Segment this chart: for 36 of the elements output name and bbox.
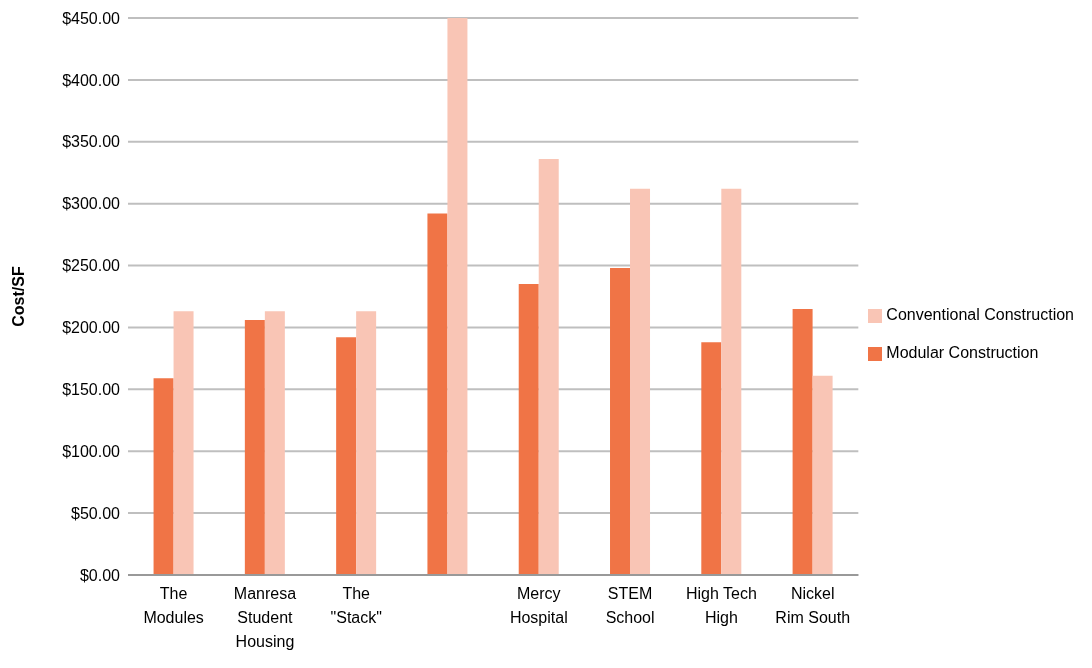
x-tick-label: STEM School — [605, 585, 655, 626]
bar — [518, 284, 539, 575]
bar — [427, 213, 448, 575]
y-tick-label: $300.00 — [62, 195, 121, 213]
bar — [153, 378, 174, 575]
bar — [610, 268, 631, 575]
bar — [244, 320, 265, 575]
y-tick-label: $100.00 — [62, 442, 121, 460]
y-tick-label: $250.00 — [62, 257, 121, 275]
y-tick-label: $0.00 — [79, 566, 121, 584]
x-tick-label: High Tech High — [685, 585, 757, 626]
x-tick-label: Nickel Rim South — [775, 585, 851, 626]
bar — [630, 188, 651, 575]
y-tick-label: $50.00 — [71, 504, 121, 522]
bar — [356, 311, 377, 575]
bar — [538, 159, 559, 575]
x-tick-label: Manresa Student Housing — [233, 585, 297, 650]
y-tick-label: $150.00 — [62, 381, 121, 399]
legend-label: Modular Construction — [886, 344, 1039, 361]
bar — [721, 188, 742, 575]
y-tick-label: $450.00 — [62, 9, 121, 27]
bar — [792, 308, 813, 575]
bar — [701, 342, 722, 575]
legend-label: Conventional Construction — [886, 306, 1074, 323]
x-tick-label: The Modules — [143, 585, 204, 626]
bar — [173, 311, 194, 575]
y-tick-label: $400.00 — [62, 71, 121, 89]
y-tick-label: $200.00 — [62, 319, 121, 337]
x-tick-label: The "Stack" — [330, 585, 382, 626]
bar — [447, 18, 468, 575]
y-axis-title: Cost/SF — [9, 266, 27, 327]
bar — [336, 337, 357, 575]
y-tick-label: $350.00 — [62, 133, 121, 151]
bar — [812, 375, 833, 575]
x-tick-label: Mercy Hospital — [509, 585, 568, 626]
bar — [264, 311, 285, 575]
